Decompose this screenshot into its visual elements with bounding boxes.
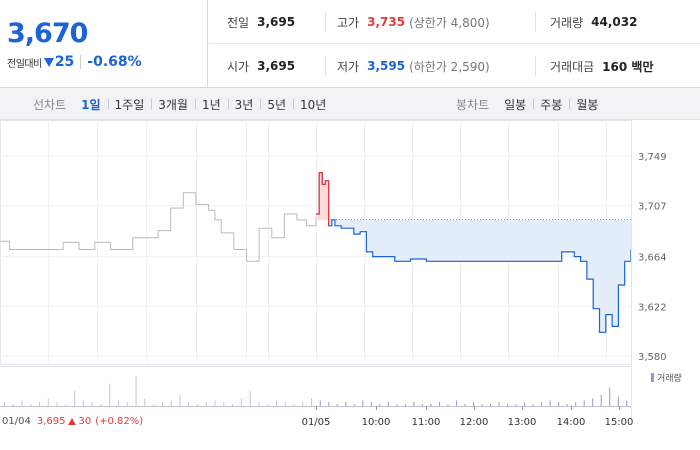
up-triangle-icon: [68, 418, 77, 425]
prev-day-pct: (+0.82%): [95, 416, 144, 427]
today-up-line: [316, 171, 330, 226]
candle-tab-2[interactable]: 월봉: [569, 96, 605, 113]
period-tab-5[interactable]: 5년: [260, 96, 293, 113]
stat-high: 고가 3,735 (상한가 4,800): [337, 0, 490, 44]
stat-amount: 거래대금 160 백만: [550, 44, 653, 88]
prev-price-line: [0, 192, 317, 262]
change-row: 전일대비 25 -0.68%: [7, 54, 142, 70]
upper-limit: (상한가 4,800): [409, 15, 490, 30]
stat-volume: 거래량 44,032: [550, 0, 637, 44]
x-tick-label: 14:00: [557, 417, 586, 428]
change-percent: -0.68%: [87, 54, 142, 70]
x-tick-label: 11:00: [412, 417, 441, 428]
period-tab-6[interactable]: 10년: [293, 96, 333, 113]
divider: [325, 12, 326, 32]
stat-value: 3,595: [367, 59, 406, 73]
stats-row-1: 전일 3,695 고가 3,735 (상한가 4,800) 거래량 44,032: [209, 0, 700, 44]
x-tick-label: 15:00: [605, 417, 634, 428]
divider: [535, 12, 536, 32]
prev-day-price: 3,695: [36, 416, 66, 427]
x-tick-label: 10:00: [362, 417, 391, 428]
change-divider: [80, 55, 82, 69]
stat-label: 거래량: [550, 15, 584, 30]
prev-day-date: 01/04: [2, 416, 31, 427]
y-tick-label: 3,707: [638, 202, 667, 213]
current-price: 3,670: [7, 18, 88, 49]
period-tab-4[interactable]: 3년: [227, 96, 261, 113]
today-fill-area: [316, 172, 631, 333]
period-tab-1[interactable]: 1주일: [107, 96, 152, 113]
line-chart-periods: 선차트 1일 1주일 3개월 1년 3년 5년 10년: [33, 88, 333, 120]
y-tick-label: 3,664: [638, 253, 667, 264]
stat-label: 저가: [337, 59, 360, 74]
candle-tab-1[interactable]: 주봉: [533, 96, 569, 113]
y-tick-label: 3,580: [638, 352, 667, 363]
candle-tab-0[interactable]: 일봉: [504, 97, 527, 112]
quote-header: 3,670 전일대비 25 -0.68% 전일 3,695 고가 3,735 (…: [0, 0, 700, 88]
stat-label: 전일: [227, 15, 250, 30]
stat-low: 저가 3,595 (하한가 2,590): [337, 44, 490, 88]
stat-open: 시가 3,695: [227, 44, 295, 88]
volume-swatch: [651, 373, 654, 382]
period-tab-2[interactable]: 3개월: [151, 96, 195, 113]
change-value: 25: [54, 54, 75, 70]
y-tick-label: 3,622: [638, 302, 667, 313]
stats-row-2: 시가 3,695 저가 3,595 (하한가 2,590) 거래대금 160 백…: [209, 44, 700, 88]
period-tab-3[interactable]: 1년: [194, 96, 228, 113]
x-tick-label: 01/05: [302, 417, 331, 428]
stat-prev-close: 전일 3,695: [227, 0, 295, 44]
stat-label: 거래대금: [550, 59, 595, 74]
candle-chart-periods: 봉차트 일봉 주봉 월봉: [456, 88, 605, 120]
line-chart-title: 선차트: [33, 97, 67, 112]
change-label: 전일대비: [7, 58, 42, 70]
candle-chart-title: 봉차트: [456, 97, 490, 112]
stat-value: 160 백만: [602, 59, 654, 74]
stat-value: 3,695: [257, 59, 296, 73]
x-tick-label: 12:00: [460, 417, 489, 428]
volume-legend-label: 거래량: [657, 374, 682, 384]
stat-value: 3,695: [257, 15, 296, 29]
price-box: 3,670 전일대비 25 -0.68%: [0, 0, 208, 88]
chart-toolbar: 선차트 1일 1주일 3개월 1년 3년 5년 10년 봉차트 일봉 주봉 월봉: [0, 88, 700, 120]
divider: [325, 56, 326, 76]
lower-limit: (하한가 2,590): [409, 59, 490, 74]
period-tab-0[interactable]: 1일: [81, 97, 101, 112]
stat-label: 고가: [337, 15, 360, 30]
volume-legend: 거래량: [651, 371, 682, 384]
prev-day-change: 30: [78, 416, 92, 427]
y-tick-label: 3,749: [638, 152, 667, 163]
prev-day-summary: 01/04 3,695 30 (+0.82%): [2, 416, 143, 427]
down-triangle-icon: [43, 57, 54, 67]
stat-value: 3,735: [367, 15, 406, 29]
stat-label: 시가: [227, 59, 250, 74]
stats-panel: 전일 3,695 고가 3,735 (상한가 4,800) 거래량 44,032…: [209, 0, 700, 88]
divider: [535, 56, 536, 76]
stat-value: 44,032: [591, 15, 638, 29]
chart-svg: 3,749 3,707 3,664 3,622 3,580 01/05 10:00 11:00…: [0, 120, 667, 428]
x-tick-label: 13:00: [508, 417, 537, 428]
price-chart: 3,749 3,707 3,664 3,622 3,580 01/05 10:00 11:00…: [0, 120, 700, 450]
today-price-line: [316, 172, 632, 333]
